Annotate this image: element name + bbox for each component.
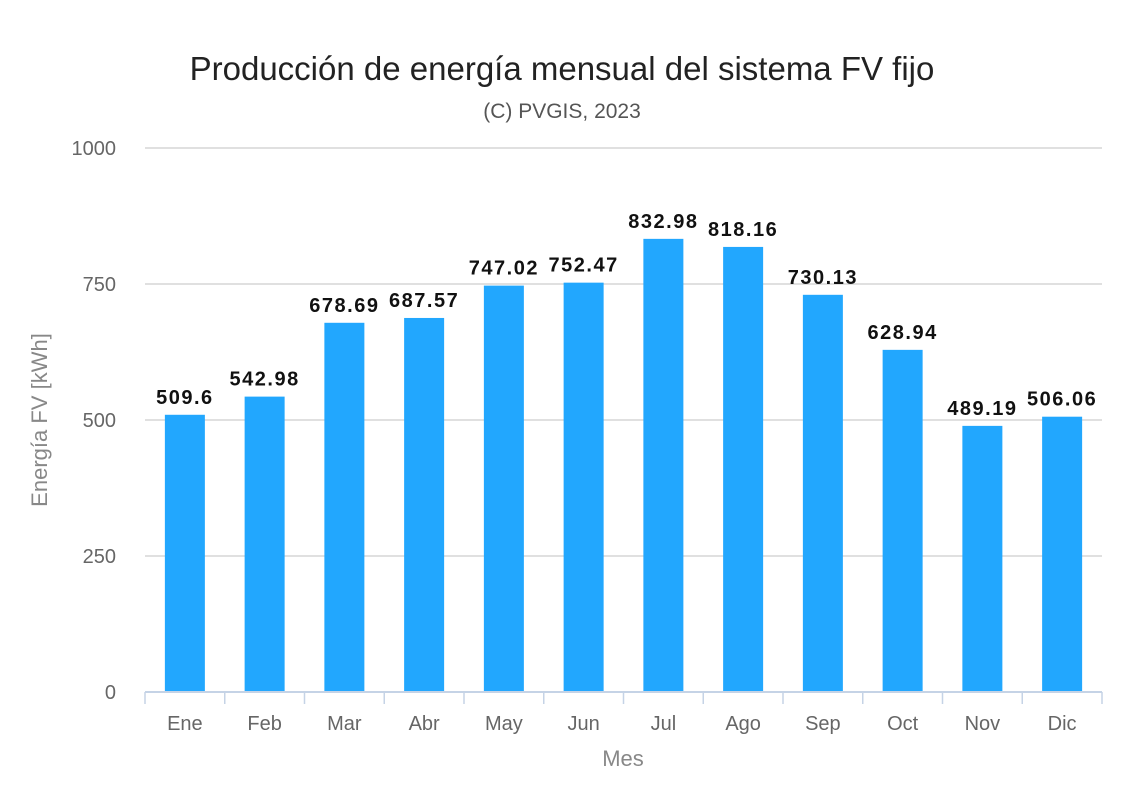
bar-abr <box>404 317 445 692</box>
bar-oct <box>882 349 923 692</box>
data-label: 506.06 <box>1027 389 1097 411</box>
chart-title: Producción de energía mensual del sistem… <box>190 50 935 87</box>
bar-jun <box>563 282 604 692</box>
x-tick-label: Sep <box>805 713 841 735</box>
bar-may <box>483 285 524 692</box>
data-label: 628.94 <box>868 322 938 344</box>
data-label: 747.02 <box>469 258 539 280</box>
x-tick-label: Jul <box>651 713 677 735</box>
x-tick-label: May <box>485 713 523 735</box>
bar-jul <box>643 238 684 692</box>
data-label: 687.57 <box>389 290 459 312</box>
x-tick-label: Ago <box>725 713 761 735</box>
x-axis-title: Mes <box>602 746 644 771</box>
bar-feb <box>244 396 285 692</box>
data-label: 730.13 <box>788 267 858 289</box>
y-tick-label: 0 <box>105 682 116 704</box>
data-label: 489.19 <box>947 398 1017 420</box>
bar-nov <box>962 425 1003 692</box>
x-tick-label: Feb <box>247 713 281 735</box>
data-label: 818.16 <box>708 219 778 241</box>
bar-mar <box>324 322 365 692</box>
data-label: 752.47 <box>549 255 619 277</box>
bar-ene <box>164 414 205 692</box>
data-label: 509.6 <box>156 387 214 409</box>
x-tick-label: Ene <box>167 713 203 735</box>
x-tick-label: Oct <box>887 713 919 735</box>
y-axis-ticks: 0 250 500 750 1000 <box>72 138 117 704</box>
y-tick-label: 250 <box>83 546 116 568</box>
y-tick-label: 500 <box>83 410 116 432</box>
gridlines <box>145 147 1102 557</box>
data-label: 542.98 <box>230 369 300 391</box>
x-tick-label: Jun <box>568 713 600 735</box>
data-label: 678.69 <box>309 295 379 317</box>
bar-ago <box>723 246 764 692</box>
bars <box>164 238 1083 692</box>
x-axis-ticks: Ene Feb Mar Abr May Jun Jul Ago Sep Oct Nov Dic <box>167 713 1076 735</box>
data-labels: 509.6 542.98 678.69 687.57 747.02 752.47 832.9… <box>156 211 1097 420</box>
y-tick-label: 1000 <box>72 138 117 160</box>
x-tick-label: Nov <box>965 713 1001 735</box>
bar-dic <box>1042 416 1083 692</box>
data-label: 832.98 <box>628 211 698 233</box>
bar-sep <box>802 294 843 692</box>
chart-subtitle: (C) PVGIS, 2023 <box>483 100 641 123</box>
x-tick-label: Abr <box>409 713 440 735</box>
x-tick-label: Mar <box>327 713 362 735</box>
y-axis-title: Energía FV [kWh] <box>27 333 52 507</box>
y-tick-label: 750 <box>83 274 116 296</box>
x-tick-label: Dic <box>1048 713 1077 735</box>
x-axis <box>144 691 1103 704</box>
